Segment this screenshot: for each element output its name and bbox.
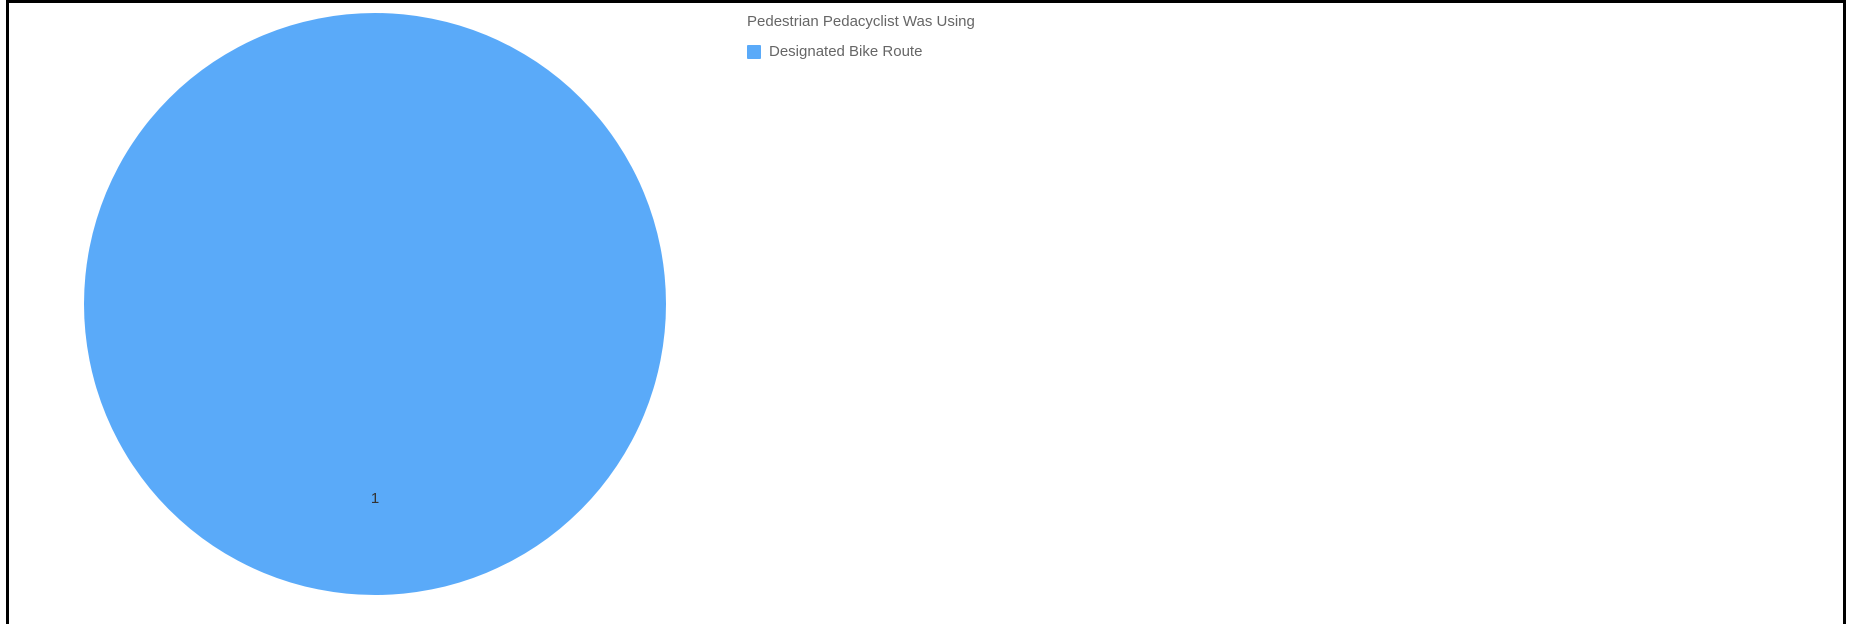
frame-border-left [6, 0, 9, 624]
frame-border-right [1843, 0, 1846, 624]
pie-slice-label-1: 1 [371, 490, 379, 507]
legend-title: Pedestrian Pedacyclist Was Using [747, 13, 975, 30]
legend-item-1[interactable]: Designated Bike Route [747, 43, 975, 61]
legend-label: Designated Bike Route [769, 43, 923, 60]
legend-swatch [747, 45, 761, 59]
pie-slice-1[interactable] [84, 13, 666, 595]
legend-items: Designated Bike Route [747, 43, 975, 61]
frame-border-top [6, 0, 1846, 3]
legend: Pedestrian Pedacyclist Was Using Designa… [747, 13, 975, 61]
